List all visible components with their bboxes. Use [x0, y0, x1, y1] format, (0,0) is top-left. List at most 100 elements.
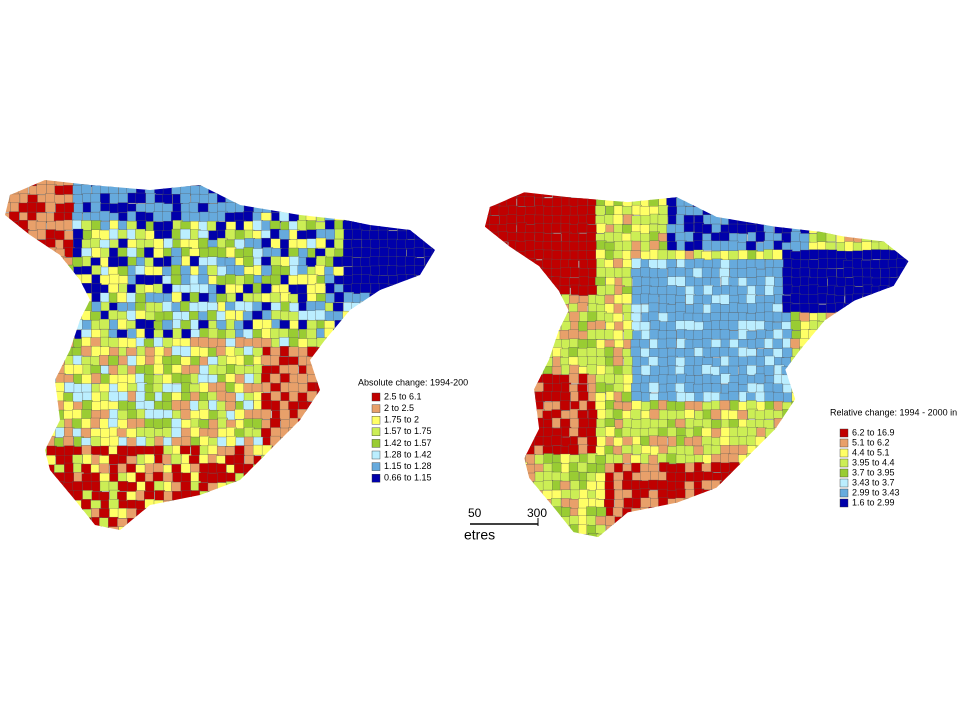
region-cell: [270, 238, 281, 249]
region-cell: [648, 506, 659, 518]
region-cell: [737, 426, 748, 437]
region-cell: [799, 364, 810, 376]
region-cell: [515, 259, 526, 270]
region-cell: [234, 527, 245, 530]
region-cell: [719, 320, 730, 331]
region-cell: [484, 507, 491, 519]
region-cell: [524, 464, 535, 475]
region-cell: [844, 534, 855, 538]
region-cell: [46, 355, 58, 366]
region-cell: [5, 490, 11, 501]
region-cell: [378, 536, 388, 546]
region-cell: [397, 301, 408, 312]
region-cell: [498, 293, 510, 304]
region-cell: [817, 462, 828, 473]
region-cell: [516, 337, 527, 349]
region-cell: [737, 534, 748, 538]
region-cell: [135, 310, 146, 321]
region-cell: [640, 215, 651, 226]
region-cell: [423, 481, 434, 492]
region-cell: [666, 285, 677, 296]
region-cell: [54, 185, 65, 196]
region-cell: [378, 338, 389, 349]
region-cell: [190, 356, 201, 367]
region-cell: [484, 304, 492, 315]
region-cell: [888, 383, 899, 394]
region-cell: [595, 427, 606, 438]
region-cell: [835, 374, 846, 385]
region-cell: [836, 533, 847, 538]
region-cell: [737, 471, 748, 482]
region-cell: [524, 240, 536, 251]
region-cell: [424, 319, 435, 330]
region-cell: [368, 490, 380, 501]
region-cell: [397, 356, 408, 367]
region-cell: [171, 291, 183, 303]
region-cell: [640, 401, 652, 412]
region-cell: [324, 427, 335, 438]
region-cell: [341, 445, 353, 456]
legend-swatch: [839, 478, 849, 488]
region-cell: [333, 454, 345, 466]
region-cell: [170, 453, 182, 465]
region-cell: [765, 542, 775, 552]
region-cell: [423, 237, 435, 249]
region-cell: [306, 229, 318, 240]
region-cell: [199, 347, 210, 358]
region-cell: [498, 506, 509, 518]
region-cell: [325, 500, 337, 511]
region-cell: [252, 194, 263, 205]
region-cell: [377, 180, 389, 187]
region-cell: [153, 248, 164, 259]
region-cell: [667, 427, 678, 438]
region-cell: [808, 382, 820, 393]
region-cell: [746, 205, 757, 216]
region-cell: [774, 277, 785, 288]
region-cell: [719, 267, 730, 279]
region-cell: [5, 275, 11, 287]
region-cell: [118, 256, 129, 267]
region-cell: [424, 337, 435, 348]
region-cell: [586, 232, 597, 243]
region-cell: [361, 247, 372, 258]
region-cell: [825, 312, 837, 323]
region-cell: [243, 247, 254, 258]
region-cell: [423, 302, 434, 313]
region-cell: [45, 509, 56, 520]
region-cell: [648, 382, 659, 393]
region-cell: [19, 311, 30, 322]
region-cell: [54, 356, 65, 367]
region-cell: [559, 516, 570, 527]
region-cell: [117, 382, 128, 393]
region-cell: [126, 472, 137, 483]
region-cell: [898, 543, 908, 553]
region-cell: [898, 286, 909, 297]
region-cell: [181, 500, 192, 511]
region-cell: [387, 517, 398, 528]
region-cell: [370, 239, 381, 250]
region-cell: [424, 275, 435, 286]
region-cell: [64, 462, 75, 474]
region-cell: [852, 192, 863, 199]
region-cell: [649, 542, 659, 552]
region-cell: [172, 491, 183, 502]
region-cell: [898, 453, 909, 464]
region-cell: [415, 491, 426, 502]
region-cell: [387, 365, 398, 376]
region-cell: [489, 409, 500, 421]
region-cell: [649, 277, 660, 288]
region-cell: [342, 310, 353, 322]
region-cell: [835, 517, 846, 528]
region-cell: [772, 249, 783, 260]
region-cell: [119, 536, 129, 546]
region-cell: [852, 533, 863, 538]
region-cell: [621, 515, 633, 526]
region-cell: [809, 197, 820, 208]
region-cell: [396, 284, 407, 295]
region-cell: [45, 400, 56, 411]
region-cell: [298, 482, 309, 493]
region-cell: [261, 444, 273, 456]
region-cell: [5, 436, 12, 447]
region-cell: [307, 401, 319, 412]
region-cell: [525, 401, 536, 412]
